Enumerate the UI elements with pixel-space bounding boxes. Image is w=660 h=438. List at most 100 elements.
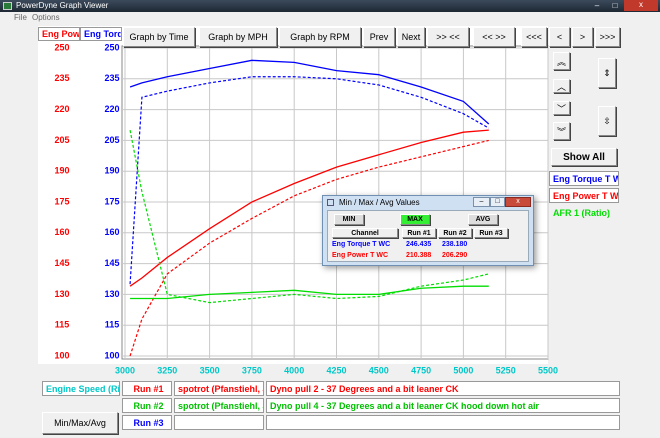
y2-tick-label: 205 [104,135,119,145]
row-channel: Eng Torque T WC [332,241,391,248]
y2-tick-label: 190 [104,166,119,176]
app-icon [3,2,12,10]
toolbar-button[interactable]: Next [397,27,425,47]
dialog-minimize[interactable]: – [473,197,490,207]
legend-entry[interactable]: Eng Power T WC [549,188,619,203]
toolbar-button[interactable]: Graph by RPM [279,27,361,47]
zoom-button[interactable]: ⇕ [598,58,616,88]
scroll-button[interactable]: ︽ [553,52,570,70]
x-tick-label: 3000 [115,365,135,375]
table-header: Run #3 [474,228,508,238]
y2-tick-label: 220 [104,104,119,114]
toolbar-button[interactable]: Graph by Time [123,27,195,47]
minimize-button[interactable]: – [594,1,600,10]
x-tick-label: 4750 [411,365,431,375]
run-vehicle[interactable] [174,415,264,430]
x-tick-label: 3250 [157,365,177,375]
table-header: Run #1 [402,228,436,238]
x-channel[interactable]: Engine Speed (Ri [42,381,120,396]
y-tick-label: 130 [54,289,69,299]
zoom-button[interactable]: ⇳ [598,106,616,136]
run-vehicle[interactable]: spotrot (Pfanstiehl, J [174,398,264,413]
window-title: PowerDyne Graph Viewer [16,1,109,10]
x-tick-label: 4250 [326,365,346,375]
y2-tick-label: 145 [104,258,119,268]
y-tick-label: 175 [54,196,69,206]
run-label[interactable]: Run #3 [122,415,172,430]
y2-tick-label: 130 [104,289,119,299]
mode-button[interactable]: MIN [334,214,364,225]
table-header: Channel [332,228,398,238]
show-all-button[interactable]: Show All [551,148,617,166]
legend-entry[interactable]: AFR 1 (Ratio) [549,205,619,220]
y2-tick-label: 235 [104,73,119,83]
axis-header[interactable]: Eng Powe [38,27,80,41]
dialog-title: Min / Max / Avg Values [339,198,420,207]
toolbar-button[interactable]: > [572,27,593,47]
series-line [129,130,489,304]
x-tick-label: 4000 [284,365,304,375]
scroll-button[interactable]: ︿ [553,79,570,93]
row-run2: 206.290 [442,252,468,259]
toolbar-button[interactable]: < [549,27,570,47]
mode-button[interactable]: MAX [400,214,430,225]
x-tick-label: 3750 [242,365,262,375]
min-max-avg-button[interactable]: Min/Max/Avg [42,412,118,434]
toolbar-button[interactable]: Prev [363,27,395,47]
toolbar-button[interactable]: >>> [595,27,620,47]
dialog: Min / Max / Avg Values – □ x MIN MAX AVG Ch… [322,195,534,266]
row-channel: Eng Power T WC [332,252,388,259]
series-line [129,129,489,287]
y-tick-label: 145 [54,258,69,268]
y-tick-label: 250 [54,42,69,52]
run-note[interactable] [266,415,620,430]
x-tick-label: 4500 [369,365,389,375]
toolbar-button[interactable]: Graph by MPH [199,27,277,47]
run-note[interactable]: Dyno pull 2 - 37 Degrees and a bit leane… [266,381,620,396]
series-line [129,59,490,125]
maximize-button[interactable]: □ [612,1,618,10]
menu-item[interactable]: Options [32,13,60,22]
y-tick-label: 220 [54,104,69,114]
table-header: Run #2 [438,228,472,238]
scroll-button[interactable]: ︾ [553,122,570,140]
row-run2: 238.180 [442,241,468,248]
y2-tick-label: 250 [104,42,119,52]
y-tick-label: 115 [55,320,70,330]
run-vehicle[interactable]: spotrot (Pfanstiehl, J [174,381,264,396]
title-bar: PowerDyne Graph Viewer – □ x [0,0,660,12]
legend-entry[interactable]: Eng Torque T WC [549,171,619,186]
row-run1: 246.435 [406,241,432,248]
toolbar-button[interactable]: >> << [427,27,469,47]
y2-tick-label: 115 [105,320,120,330]
x-tick-label: 3500 [200,365,220,375]
toolbar-button[interactable]: << >> [473,27,515,47]
series-line [130,285,489,300]
series-line [129,139,489,357]
series-line [129,76,490,285]
y-tick-label: 205 [54,135,69,145]
y-tick-label: 160 [54,227,69,237]
menu-bar: File Options [0,12,660,23]
toolbar-button[interactable]: <<< [521,27,547,47]
y2-tick-label: 175 [104,196,119,206]
dialog-maximize[interactable]: □ [490,197,505,207]
axis-header[interactable]: Eng Torq [80,27,122,41]
y-tick-label: 190 [54,166,69,176]
x-tick-label: 5500 [538,365,558,375]
dialog-body: MIN MAX AVG Channel Run #1 Run #2 Run #3 Eng To… [327,210,529,262]
close-button[interactable]: x [624,0,658,11]
mode-button[interactable]: AVG [468,214,498,225]
run-label[interactable]: Run #2 [122,398,172,413]
dialog-icon [327,199,334,206]
dialog-close[interactable]: x [505,197,531,207]
run-note[interactable]: Dyno pull 4 - 37 Degrees and a bit leane… [266,398,620,413]
menu-item[interactable]: File [14,13,27,22]
run-label[interactable]: Run #1 [122,381,172,396]
x-tick-label: 5000 [453,365,473,375]
y-tick-label: 100 [54,350,69,360]
y2-tick-label: 100 [104,350,119,360]
scroll-button[interactable]: ﹀ [553,101,570,115]
y2-tick-label: 160 [104,227,119,237]
